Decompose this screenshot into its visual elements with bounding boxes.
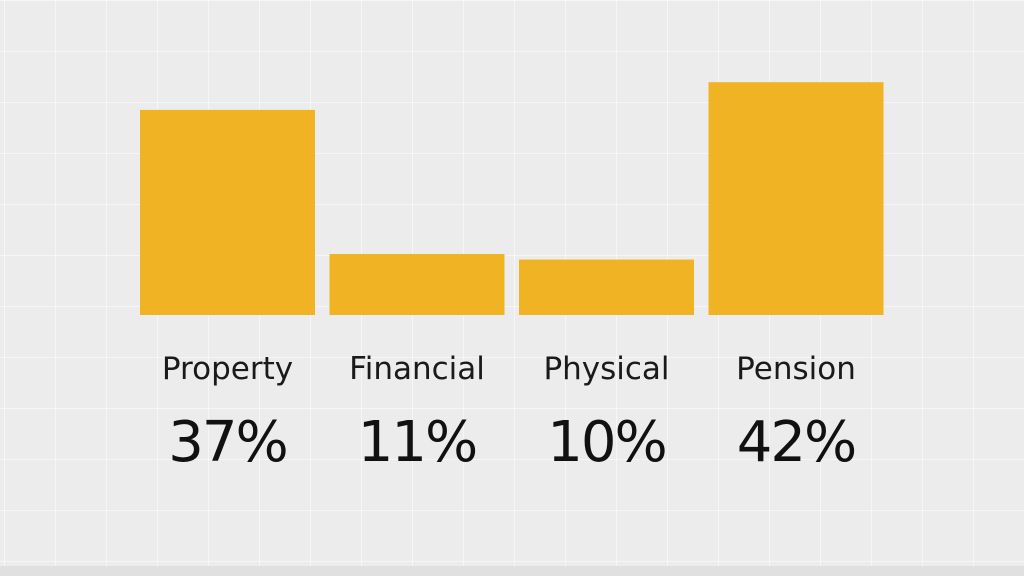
value-label-property: 37%	[168, 410, 286, 475]
category-label-property: Property	[162, 351, 293, 387]
footer-strip	[0, 566, 1024, 576]
bar-property	[140, 109, 315, 316]
bars-group	[140, 82, 884, 316]
category-label-financial: Financial	[349, 351, 485, 387]
bar-pension	[708, 82, 884, 315]
bar-physical	[519, 259, 694, 315]
category-label-pension: Pension	[736, 351, 856, 387]
labels-group: Property 37% Financial 11% Physical 10% Pensio…	[162, 351, 857, 475]
value-label-financial: 11%	[358, 410, 476, 475]
value-label-physical: 10%	[547, 410, 665, 475]
bar-financial	[329, 254, 505, 315]
value-label-pension: 42%	[737, 410, 855, 475]
category-label-physical: Physical	[543, 351, 669, 387]
